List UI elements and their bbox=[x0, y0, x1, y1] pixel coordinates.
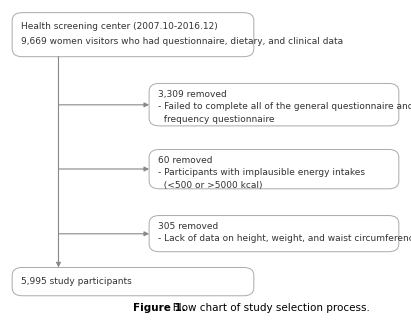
FancyBboxPatch shape bbox=[149, 216, 399, 252]
Text: 5,995 study participants: 5,995 study participants bbox=[21, 277, 132, 286]
Text: - Participants with implausible energy intakes: - Participants with implausible energy i… bbox=[158, 168, 365, 178]
Text: Flow chart of study selection process.: Flow chart of study selection process. bbox=[163, 303, 370, 313]
Text: 3,309 removed: 3,309 removed bbox=[158, 90, 227, 99]
FancyBboxPatch shape bbox=[12, 267, 254, 296]
Text: 60 removed: 60 removed bbox=[158, 156, 212, 165]
Text: (<500 or >5000 kcal): (<500 or >5000 kcal) bbox=[158, 181, 263, 190]
Text: - Lack of data on height, weight, and waist circumference: - Lack of data on height, weight, and wa… bbox=[158, 234, 411, 243]
FancyBboxPatch shape bbox=[149, 150, 399, 189]
Text: Health screening center (2007.10-2016.12): Health screening center (2007.10-2016.12… bbox=[21, 22, 218, 31]
Text: frequency questionnaire: frequency questionnaire bbox=[158, 115, 275, 124]
Text: Figure 1.: Figure 1. bbox=[133, 303, 186, 313]
FancyBboxPatch shape bbox=[149, 83, 399, 126]
Text: 9,669 women visitors who had questionnaire, dietary, and clinical data: 9,669 women visitors who had questionnai… bbox=[21, 37, 343, 46]
Text: 305 removed: 305 removed bbox=[158, 222, 218, 231]
Text: - Failed to complete all of the general questionnaire and food: - Failed to complete all of the general … bbox=[158, 102, 411, 111]
FancyBboxPatch shape bbox=[12, 13, 254, 57]
